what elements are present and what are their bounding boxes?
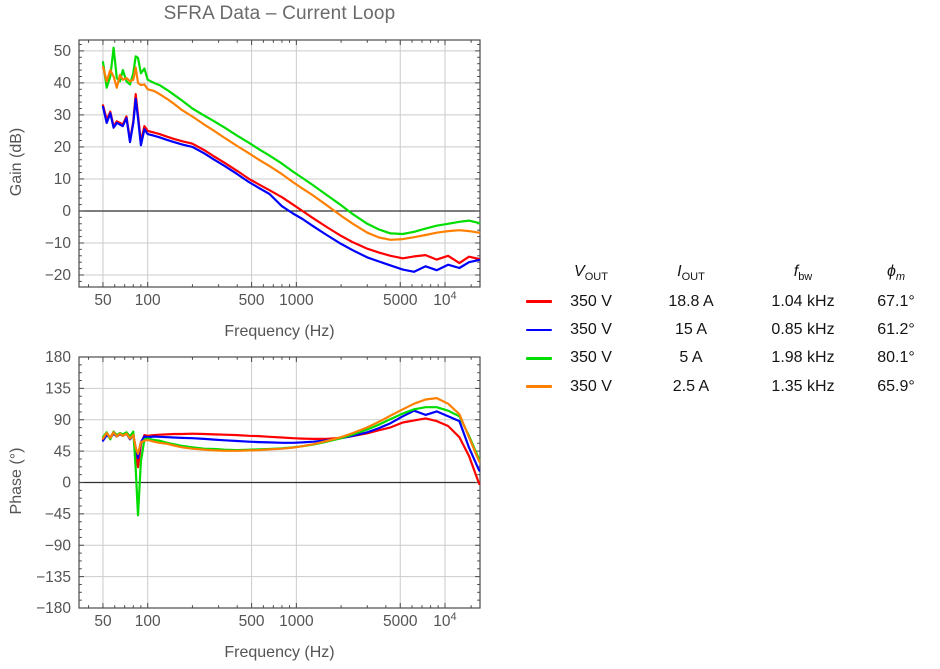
y-tick-label: −180 <box>36 600 71 617</box>
curve-phase-350-V-5-A <box>101 406 481 517</box>
legend-cell-fbw: 1.35 kHz <box>771 377 835 395</box>
legend-cell-iout: 2.5 A <box>672 377 710 395</box>
legend-row: 350 V 5 A 1.98 kHz 80.1° <box>519 344 939 372</box>
curve-gain-350-V-5-A <box>101 46 481 236</box>
legend-table: VOUT IOUT fbw ϕm 350 V 18.8 A 1.04 kHz 67.1° 350… <box>519 259 939 401</box>
legend-header-vout: VOUT <box>574 263 608 284</box>
legend-cell-vout: 350 V <box>570 320 612 338</box>
legend-cell-vout: 350 V <box>570 349 612 367</box>
y-tick-label: 50 <box>54 43 72 60</box>
gain-y-axis-label: Gain (dB) <box>8 127 25 197</box>
phase-y-axis-label: Phase (°) <box>8 447 25 515</box>
x-tick-label: 104 <box>433 290 456 309</box>
y-tick-label: 45 <box>54 443 71 460</box>
phase-x-axis-label: Frequency (Hz) <box>224 644 335 661</box>
legend-cell-iout: 5 A <box>679 349 703 367</box>
legend-cell-fbw: 1.98 kHz <box>771 349 835 367</box>
legend-header-row: VOUT IOUT fbw ϕm <box>519 259 939 287</box>
legend-header-iout: IOUT <box>677 263 705 284</box>
y-tick-label: 0 <box>62 203 71 220</box>
legend-line-swatch <box>526 300 552 303</box>
legend-cell-phim: 65.9° <box>877 377 915 395</box>
x-tick-label: 500 <box>239 613 265 630</box>
legend-row: 350 V 2.5 A 1.35 kHz 65.9° <box>519 373 939 401</box>
legend-header-fbw: fbw <box>793 263 813 284</box>
legend-swatch-cell <box>519 357 553 360</box>
curve-gain-350-V-15-A <box>101 97 481 273</box>
legend-cell-iout: 15 A <box>674 320 708 338</box>
y-tick-label: −10 <box>45 235 72 252</box>
y-tick-label: −20 <box>45 267 72 284</box>
legend-swatch-cell <box>519 300 553 303</box>
legend-row: 350 V 18.8 A 1.04 kHz 67.1° <box>519 287 939 315</box>
legend-swatch-cell <box>519 328 553 332</box>
legend-cell-phim: 67.1° <box>877 292 915 310</box>
x-tick-label: 500 <box>239 292 265 309</box>
y-tick-label: −45 <box>45 506 71 523</box>
legend-line-swatch <box>526 328 552 332</box>
legend-cell-phim: 80.1° <box>877 349 915 367</box>
legend-cell-iout: 18.8 A <box>668 292 714 310</box>
legend-swatch-cell <box>519 385 553 389</box>
y-tick-label: 30 <box>54 107 72 124</box>
legend-cell-vout: 350 V <box>570 292 612 310</box>
x-tick-label: 1000 <box>279 292 314 309</box>
legend-row: 350 V 15 A 0.85 kHz 61.2° <box>519 316 939 344</box>
phase-chart: 50 100 500 1000 5000 104 −180 −135 −90 −45 0 45 90 13… <box>36 349 481 630</box>
x-tick-label: 1000 <box>279 613 314 630</box>
y-tick-label: −90 <box>45 537 72 554</box>
x-tick-label: 5000 <box>383 613 418 630</box>
y-tick-label: 180 <box>45 349 71 366</box>
legend-line-swatch <box>526 357 552 360</box>
page-title: SFRA Data – Current Loop <box>163 3 396 24</box>
x-tick-label: 104 <box>433 611 456 630</box>
y-tick-label: 135 <box>45 381 71 398</box>
curve-phase-350-V-2.5-A <box>101 397 481 463</box>
legend-cell-vout: 350 V <box>570 377 612 395</box>
gain-chart: 50 100 500 1000 5000 104 −20 −10 0 10 20 30 40 50 <box>45 39 481 309</box>
x-tick-label: 100 <box>135 292 161 309</box>
gain-x-axis-label: Frequency (Hz) <box>224 323 335 340</box>
y-tick-label: 40 <box>54 75 72 92</box>
x-tick-label: 50 <box>94 292 112 309</box>
legend-cell-phim: 61.2° <box>877 320 915 338</box>
y-tick-label: 20 <box>54 139 72 156</box>
x-tick-label: 5000 <box>383 292 418 309</box>
legend-line-swatch <box>526 385 552 389</box>
y-tick-label: 10 <box>54 171 72 188</box>
y-tick-label: −135 <box>36 569 71 586</box>
x-tick-label: 100 <box>135 613 161 630</box>
y-tick-label: 0 <box>62 475 71 492</box>
curve-gain-350-V-2.5-A <box>101 65 481 241</box>
legend-cell-fbw: 1.04 kHz <box>771 292 835 310</box>
x-tick-label: 50 <box>94 613 112 630</box>
legend-header-ϕm: ϕm <box>886 263 906 284</box>
plot-frame <box>78 39 481 288</box>
y-tick-label: 90 <box>54 412 72 429</box>
legend-cell-fbw: 0.85 kHz <box>771 320 835 338</box>
